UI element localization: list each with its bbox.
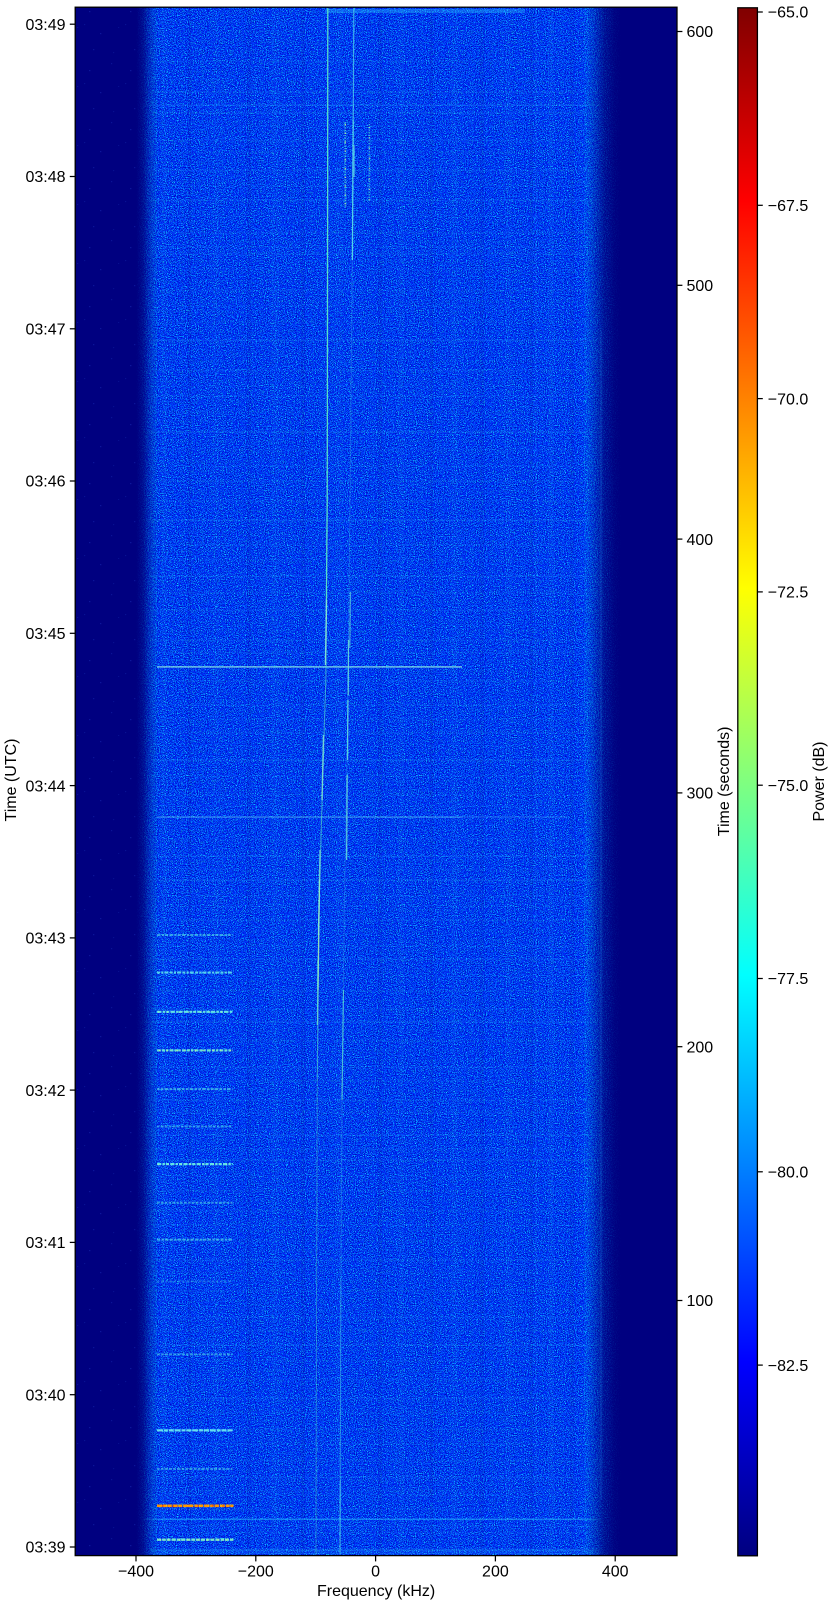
svg-text:03:48: 03:48 bbox=[25, 169, 65, 186]
svg-text:Time (UTC): Time (UTC) bbox=[3, 739, 20, 822]
svg-text:Frequency (kHz): Frequency (kHz) bbox=[317, 1583, 435, 1600]
svg-text:200: 200 bbox=[687, 1039, 714, 1056]
svg-text:−70.0: −70.0 bbox=[768, 391, 809, 408]
svg-text:−200: −200 bbox=[238, 1564, 274, 1581]
svg-text:0: 0 bbox=[371, 1564, 380, 1581]
svg-text:03:43: 03:43 bbox=[25, 931, 65, 948]
svg-text:03:40: 03:40 bbox=[25, 1387, 65, 1404]
svg-text:03:39: 03:39 bbox=[25, 1540, 65, 1557]
svg-text:Time (seconds): Time (seconds) bbox=[716, 727, 733, 837]
svg-text:500: 500 bbox=[687, 278, 714, 295]
svg-text:−80.0: −80.0 bbox=[768, 1165, 809, 1182]
svg-text:−67.5: −67.5 bbox=[768, 198, 809, 215]
svg-text:−65.0: −65.0 bbox=[768, 5, 809, 22]
svg-text:−72.5: −72.5 bbox=[768, 585, 809, 602]
svg-text:200: 200 bbox=[482, 1564, 509, 1581]
svg-text:−82.5: −82.5 bbox=[768, 1358, 809, 1375]
svg-text:−77.5: −77.5 bbox=[768, 971, 809, 988]
svg-text:03:47: 03:47 bbox=[25, 322, 65, 339]
svg-text:03:44: 03:44 bbox=[25, 778, 65, 795]
svg-text:03:49: 03:49 bbox=[25, 17, 65, 34]
svg-text:−400: −400 bbox=[118, 1564, 154, 1581]
svg-text:03:42: 03:42 bbox=[25, 1083, 65, 1100]
svg-text:400: 400 bbox=[687, 532, 714, 549]
svg-text:03:45: 03:45 bbox=[25, 626, 65, 643]
svg-text:03:41: 03:41 bbox=[25, 1235, 65, 1252]
svg-text:Power (dB): Power (dB) bbox=[811, 741, 828, 821]
svg-text:03:46: 03:46 bbox=[25, 474, 65, 491]
svg-text:100: 100 bbox=[687, 1293, 714, 1310]
svg-text:400: 400 bbox=[602, 1564, 629, 1581]
svg-text:600: 600 bbox=[687, 24, 714, 41]
svg-text:300: 300 bbox=[687, 786, 714, 803]
svg-text:−75.0: −75.0 bbox=[768, 778, 809, 795]
